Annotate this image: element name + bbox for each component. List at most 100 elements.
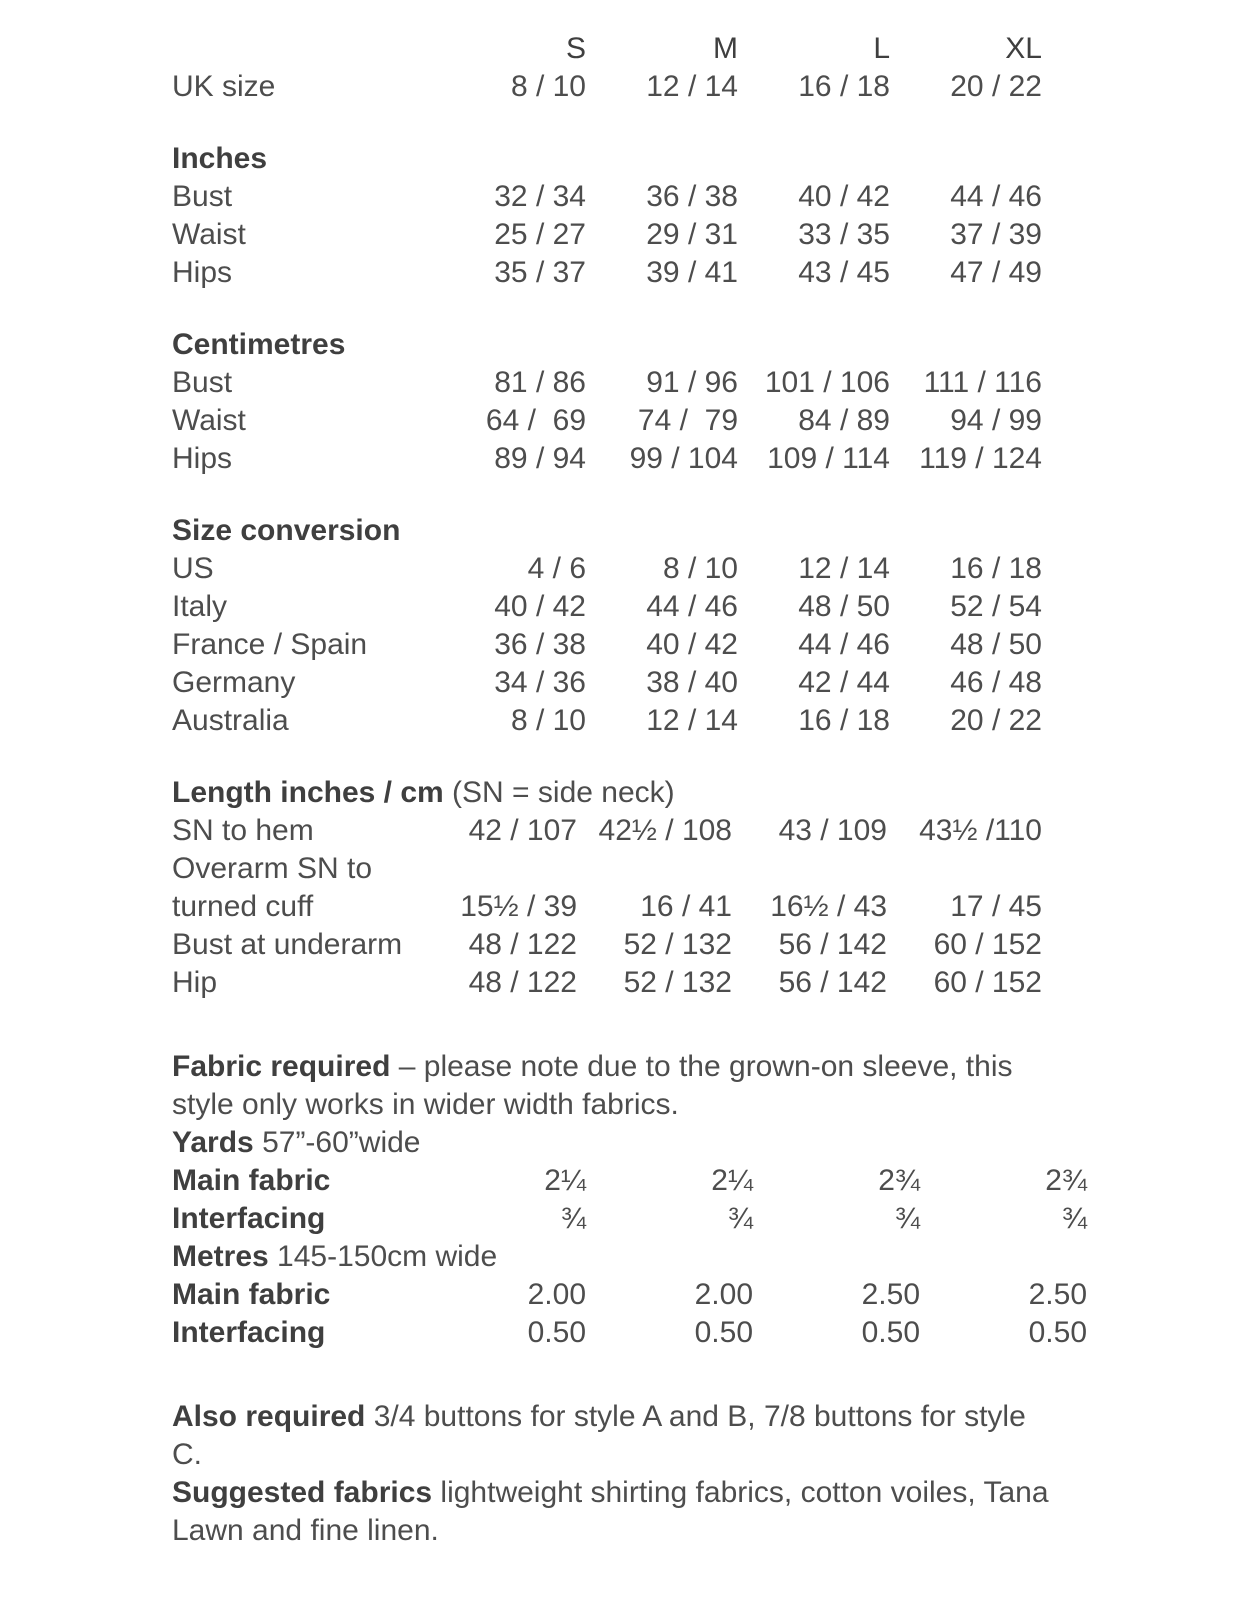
conv-france-s: 36 / 38 [494, 628, 586, 661]
yards-interfacing-s: ¾ [560, 1202, 586, 1235]
uk-size-value-m: 12 / 14 [646, 70, 738, 103]
table-row: turned cuff 15½ / 39 16 / 41 16½ / 43 17… [172, 888, 1042, 926]
len-row-label-hip: Hip [172, 966, 218, 999]
table-row: Germany 34 / 36 38 / 40 42 / 44 46 / 48 [172, 664, 1042, 702]
conv-germany-xl: 46 / 48 [950, 666, 1042, 699]
spacer-after-fabric [172, 1352, 1042, 1398]
metres-table: Main fabric 2.00 2.00 2.50 2.50 Interfac… [172, 1276, 1102, 1352]
yards-row-label-interfacing: Interfacing [172, 1202, 326, 1235]
uk-size-label: UK size [172, 70, 276, 103]
cm-hips-m: 99 / 104 [629, 442, 738, 475]
inches-hips-xl: 47 / 49 [950, 256, 1042, 289]
len-cuff-l: 16½ / 43 [770, 890, 887, 923]
conv-row-label-australia: Australia [172, 704, 289, 737]
inches-hips-m: 39 / 41 [646, 256, 738, 289]
conv-row-label-france-spain: France / Spain [172, 628, 368, 661]
metres-interfacing-xl: 0.50 [1028, 1316, 1087, 1349]
inches-bust-s: 32 / 34 [494, 180, 586, 213]
table-row: Hips 35 / 37 39 / 41 43 / 45 47 / 49 [172, 254, 1042, 292]
len-overarm-xl [887, 850, 1042, 888]
conv-us-s: 4 / 6 [527, 552, 586, 585]
cm-waist-s: 64 / 69 [485, 404, 586, 437]
table-row: SN to hem 42 / 107 42½ / 108 43 / 109 43… [172, 812, 1042, 850]
len-cuff-m: 16 / 41 [640, 890, 732, 923]
spacer-after-length [172, 1002, 1042, 1048]
metres-main-xl: 2.50 [1028, 1278, 1087, 1311]
len-overarm-m [577, 850, 732, 888]
metres-width-note: 145-150cm wide [268, 1240, 498, 1273]
size-header-spacer [172, 30, 434, 68]
cm-hips-l: 109 / 114 [767, 442, 890, 475]
table-row: Italy 40 / 42 44 / 46 48 / 50 52 / 54 [172, 588, 1042, 626]
yards-width-note: 57”-60”wide [253, 1126, 421, 1159]
size-header-s: S [565, 32, 586, 65]
suggested-fabrics-heading: Suggested fabrics [172, 1476, 433, 1509]
conv-row-label-germany: Germany [172, 666, 296, 699]
metres-interfacing-l: 0.50 [861, 1316, 920, 1349]
len-hip-s: 48 / 122 [468, 966, 577, 999]
yards-label: Yards [172, 1126, 254, 1159]
length-section-title: Length inches / cm (SN = side neck) [172, 774, 1042, 812]
yards-main-s: 2¼ [544, 1164, 586, 1197]
yards-main-m: 2¼ [711, 1164, 753, 1197]
centimetres-section-title: Centimetres [172, 328, 346, 361]
conv-france-l: 44 / 46 [798, 628, 890, 661]
cm-bust-xl: 111 / 116 [923, 366, 1042, 399]
table-row: Hip 48 / 122 52 / 132 56 / 142 60 / 152 [172, 964, 1042, 1002]
conv-italy-xl: 52 / 54 [950, 590, 1042, 623]
inches-bust-m: 36 / 38 [646, 180, 738, 213]
table-row: Main fabric 2.00 2.00 2.50 2.50 [172, 1276, 1102, 1314]
table-row: Australia 8 / 10 12 / 14 16 / 18 20 / 22 [172, 702, 1042, 740]
conv-row-label-italy: Italy [172, 590, 228, 623]
len-row-label-bust-underarm: Bust at underarm [172, 928, 403, 961]
table-row: Waist 25 / 27 29 / 31 33 / 35 37 / 39 [172, 216, 1042, 254]
size-header-l: L [873, 32, 890, 65]
metres-main-l: 2.50 [861, 1278, 920, 1311]
also-required-heading: Also required [172, 1400, 366, 1433]
conv-row-label-us: US [172, 552, 214, 585]
yards-interfacing-m: ¾ [727, 1202, 753, 1235]
len-bust-underarm-xl: 60 / 152 [933, 928, 1042, 961]
conv-us-xl: 16 / 18 [950, 552, 1042, 585]
cm-bust-l: 101 / 106 [764, 366, 890, 399]
yards-main-l: 2¾ [878, 1164, 920, 1197]
cm-row-label-waist: Waist [172, 404, 246, 437]
spacer-after-conversion [172, 740, 1042, 774]
len-hip-xl: 60 / 152 [933, 966, 1042, 999]
table-row: Waist 64 / 69 74 / 79 84 / 89 94 / 99 [172, 402, 1042, 440]
yards-row-label-main-fabric: Main fabric [172, 1164, 331, 1197]
conv-australia-s: 8 / 10 [510, 704, 586, 737]
len-row-label-overarm: Overarm SN to [172, 852, 373, 885]
cm-hips-s: 89 / 94 [494, 442, 586, 475]
table-row: Interfacing 0.50 0.50 0.50 0.50 [172, 1314, 1102, 1352]
conv-australia-m: 12 / 14 [646, 704, 738, 737]
inches-bust-l: 40 / 42 [798, 180, 890, 213]
len-bust-underarm-m: 52 / 132 [623, 928, 732, 961]
cm-row-label-bust: Bust [172, 366, 233, 399]
yards-table: Main fabric 2¼ 2¼ 2¾ 2¾ Interfacing ¾ ¾ … [172, 1162, 1102, 1238]
length-title-note: (SN = side neck) [443, 776, 675, 809]
uk-size-value-xl: 20 / 22 [950, 70, 1042, 103]
uk-size-value-l: 16 / 18 [798, 70, 890, 103]
size-header-m: M [713, 32, 738, 65]
yards-interfacing-l: ¾ [894, 1202, 920, 1235]
fabric-required-paragraph: Fabric required – please note due to the… [172, 1048, 1052, 1124]
length-table: SN to hem 42 / 107 42½ / 108 43 / 109 43… [172, 812, 1042, 1002]
size-conversion-section-title: Size conversion [172, 514, 401, 547]
table-row: Interfacing ¾ ¾ ¾ ¾ [172, 1200, 1102, 1238]
spacer-after-centimetres [172, 478, 1042, 512]
inches-row-label-hips: Hips [172, 256, 233, 289]
metres-main-m: 2.00 [694, 1278, 753, 1311]
fabric-required-text: – please note due to the grown-on sleeve… [172, 1050, 1013, 1121]
inches-waist-xl: 37 / 39 [950, 218, 1042, 251]
inches-row-label-bust: Bust [172, 180, 233, 213]
also-required-paragraph: Also required 3/4 buttons for style A an… [172, 1398, 1052, 1474]
cm-hips-xl: 119 / 124 [919, 442, 1042, 475]
cm-waist-xl: 94 / 99 [950, 404, 1042, 437]
centimetres-table: Bust 81 / 86 91 / 96 101 / 106 111 / 116… [172, 364, 1042, 478]
conv-us-m: 8 / 10 [662, 552, 738, 585]
table-row: Bust 81 / 86 91 / 96 101 / 106 111 / 116 [172, 364, 1042, 402]
inches-waist-m: 29 / 31 [646, 218, 738, 251]
size-header-table: S M L XL UK size 8 / 10 12 / 14 16 / 18 … [172, 30, 1042, 106]
